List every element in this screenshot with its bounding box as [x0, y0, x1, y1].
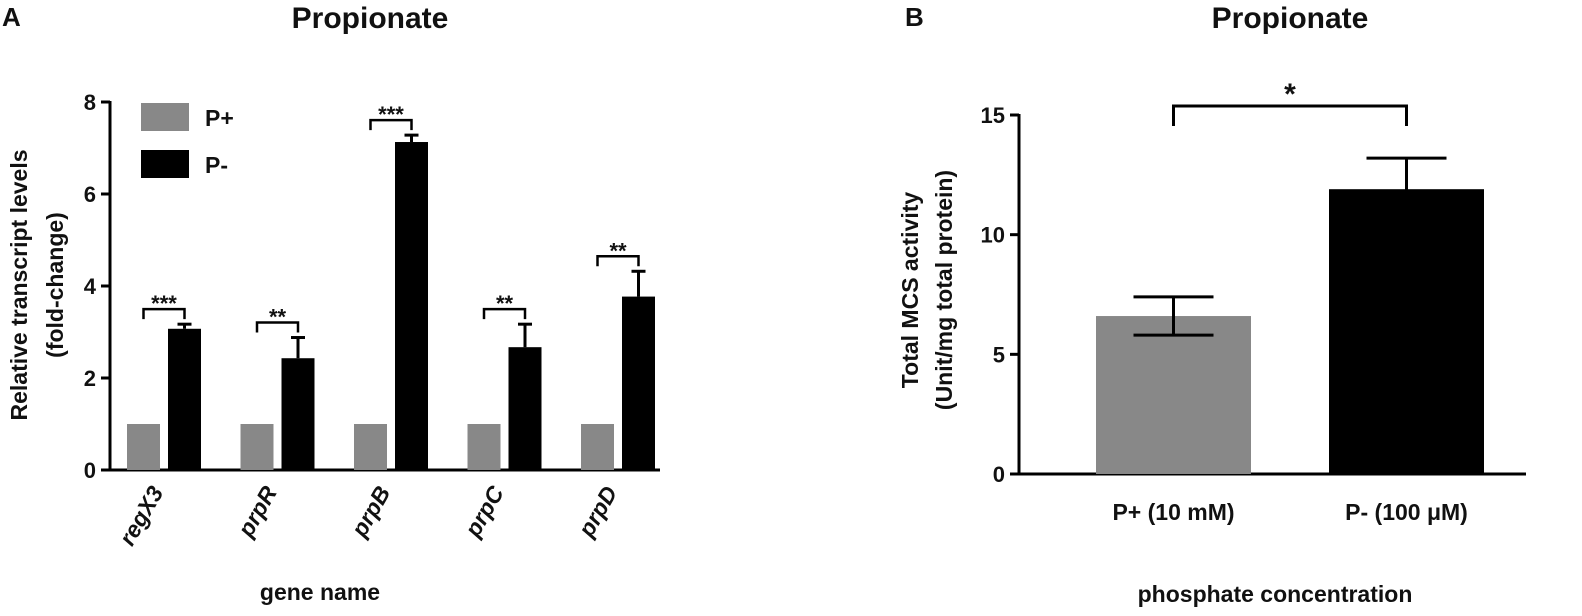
x-tick-label-a-prpD: prpD [572, 482, 622, 542]
y-tick-label-b-2: 10 [981, 223, 1005, 248]
x-tick-label-a-prpB: prpB [345, 482, 395, 542]
sig-bracket-a-prpD [596, 255, 640, 267]
sig-bracket-a-regX3 [142, 307, 186, 320]
bar-a-pminus-prpD [622, 296, 655, 470]
sig-bracket-b [1172, 104, 1408, 126]
bar-a-pminus-prpR [281, 358, 315, 470]
bar-a-pplus-regX3 [127, 424, 160, 470]
bar-a-pplus-prpR [240, 424, 274, 470]
sig-bracket-a-prpR [255, 321, 300, 333]
x-tick-label-a-prpR: prpR [232, 481, 282, 542]
y-tick-label-b-0: 0 [993, 462, 1005, 487]
sig-bracket-a-prpC [482, 307, 527, 320]
chart-b-ylabel-line1: Total MCS activity [897, 192, 923, 389]
bar-a-pplus-prpC [467, 424, 501, 470]
legend-label-pplus: P+ [205, 105, 234, 131]
x-tick-label-b-0: P+ (10 mM) [1112, 499, 1234, 525]
y-tick-label-b-1: 5 [993, 342, 1005, 367]
sig-label-b: * [1284, 78, 1296, 111]
y-tick-label-b-3: 15 [981, 103, 1005, 128]
chart-a-ylabel-line2: (fold-change) [42, 212, 68, 358]
bar-a-pminus-prpC [508, 347, 542, 470]
sig-label-a-prpB: *** [378, 102, 404, 127]
chart-a-xlabel: gene name [260, 579, 380, 605]
x-tick-label-a-prpC: prpC [459, 481, 509, 542]
bar-a-pplus-prpB [354, 424, 387, 470]
chart-b: 0 5 10 15 P+ (10 mM) P- (100 μM) * [981, 78, 1526, 525]
bar-a-pminus-regX3 [168, 328, 201, 470]
chart-b-xlabel: phosphate concentration [1138, 581, 1413, 607]
sig-label-a-prpD: ** [609, 238, 627, 263]
sig-label-a-regX3: *** [151, 291, 177, 316]
sig-bracket-a-prpB [369, 118, 413, 131]
chart-a-ylabel: Relative transcript levels (fold-change) [6, 149, 68, 420]
panel-label-a: A [2, 2, 21, 32]
y-tick-label-a-4: 8 [84, 90, 96, 115]
bar-a-pplus-prpD [581, 424, 614, 470]
sig-label-a-prpC: ** [496, 291, 514, 316]
panel-label-b: B [905, 2, 924, 32]
sig-label-a-prpR: ** [269, 305, 287, 330]
legend-label-pminus: P- [205, 152, 228, 178]
chart-a: 0 2 4 6 8 *** regX3 ** prpR *** prpB ** prpC ** prpD P+… [84, 90, 660, 550]
bar-a-pminus-prpB [395, 142, 428, 470]
chart-b-ylabel: Total MCS activity (Unit/mg total protei… [897, 170, 957, 410]
legend-swatch-pplus [141, 103, 189, 131]
chart-a-title: Propionate [292, 2, 449, 35]
y-tick-label-a-1: 2 [84, 366, 96, 391]
legend-swatch-pminus [141, 150, 189, 178]
x-tick-label-b-1: P- (100 μM) [1345, 499, 1468, 525]
y-tick-label-a-0: 0 [84, 458, 96, 483]
y-tick-label-a-3: 6 [84, 182, 96, 207]
chart-a-ylabel-line1: Relative transcript levels [6, 149, 32, 420]
bar-b-0 [1096, 316, 1251, 474]
y-tick-label-a-2: 4 [84, 274, 97, 299]
chart-b-ylabel-line2: (Unit/mg total protein) [931, 170, 957, 410]
chart-b-title: Propionate [1212, 2, 1369, 35]
x-tick-label-a-regX3: regX3 [114, 481, 169, 550]
bar-b-1 [1329, 189, 1484, 474]
